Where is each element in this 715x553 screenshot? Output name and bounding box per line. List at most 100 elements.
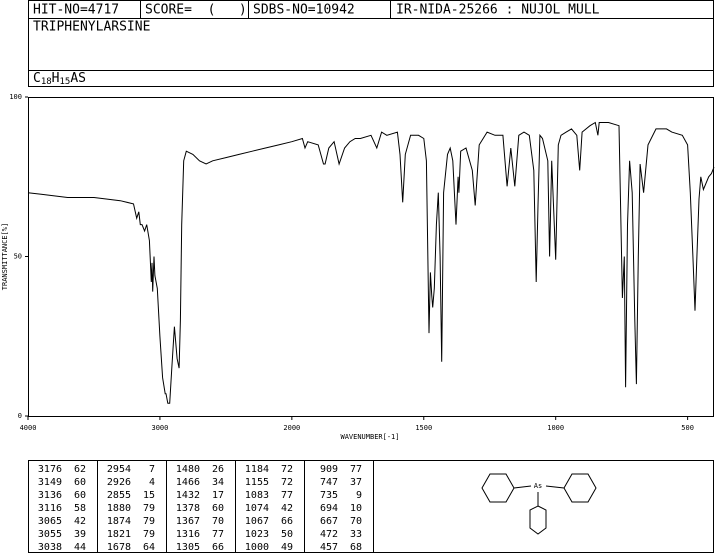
- peak-wavenumber: 1083: [245, 490, 269, 501]
- bond: [545, 485, 565, 489]
- peak-wavenumber: 1874: [107, 516, 131, 527]
- peak-transmittance: 50: [281, 529, 293, 540]
- peak-transmittance: 72: [281, 464, 293, 475]
- peak-wavenumber: 1880: [107, 503, 131, 514]
- peak-wavenumber: 3149: [38, 477, 62, 488]
- formula-part: 15: [60, 77, 71, 87]
- formula-part: 18: [41, 77, 52, 87]
- peak-wavenumber: 1067: [245, 516, 269, 527]
- y-tick-label: 100: [9, 93, 22, 101]
- peak-wavenumber: 1378: [176, 503, 200, 514]
- peak-wavenumber: 1000: [245, 542, 269, 553]
- peak-wavenumber: 1305: [176, 542, 200, 553]
- x-tick-label: 1500: [415, 424, 432, 432]
- peak-transmittance: 42: [74, 516, 86, 527]
- peak-transmittance: 77: [281, 490, 293, 501]
- peak-wavenumber: 1155: [245, 477, 269, 488]
- peak-wavenumber: 1432: [176, 490, 200, 501]
- hit-no: HIT-NO=4717: [33, 3, 119, 18]
- peak-transmittance: 15: [143, 490, 155, 501]
- peak-transmittance: 70: [350, 516, 362, 527]
- peak-wavenumber: 1367: [176, 516, 200, 527]
- header-box: [28, 0, 714, 87]
- x-tick-label: 4000: [20, 424, 37, 432]
- peak-transmittance: 17: [212, 490, 224, 501]
- peak-transmittance: 33: [350, 529, 362, 540]
- peak-wavenumber: 1184: [245, 464, 269, 475]
- peak-transmittance: 77: [350, 464, 362, 475]
- peak-transmittance: 7: [149, 464, 155, 475]
- table-box: [28, 460, 714, 553]
- peak-transmittance: 4: [149, 477, 155, 488]
- peak-transmittance: 79: [143, 529, 155, 540]
- peak-transmittance: 42: [281, 503, 293, 514]
- formula: C18H15AS: [33, 71, 86, 87]
- ring: [481, 473, 515, 503]
- peak-transmittance: 64: [143, 542, 155, 553]
- formula-part: AS: [70, 71, 86, 86]
- peak-transmittance: 60: [74, 490, 86, 501]
- peak-wavenumber: 1480: [176, 464, 200, 475]
- compound-name: TRIPHENYLARSINE: [33, 20, 150, 35]
- peak-wavenumber: 3136: [38, 490, 62, 501]
- peak-transmittance: 72: [281, 477, 293, 488]
- bond: [513, 485, 532, 489]
- peak-wavenumber: 694: [320, 503, 338, 514]
- peak-transmittance: 68: [350, 542, 362, 553]
- plot-frame: [28, 97, 714, 417]
- peak-transmittance: 9: [356, 490, 362, 501]
- peak-transmittance: 60: [212, 503, 224, 514]
- peak-transmittance: 79: [143, 503, 155, 514]
- peak-transmittance: 66: [281, 516, 293, 527]
- peak-transmittance: 58: [74, 503, 86, 514]
- y-axis-label: TRANSMITTANCE[%]: [1, 223, 9, 290]
- peak-wavenumber: 667: [320, 516, 338, 527]
- peak-wavenumber: 3065: [38, 516, 62, 527]
- peak-wavenumber: 2926: [107, 477, 131, 488]
- peak-wavenumber: 1466: [176, 477, 200, 488]
- peak-wavenumber: 1678: [107, 542, 131, 553]
- peak-wavenumber: 1316: [176, 529, 200, 540]
- x-axis-label: WAVENUMBER[-1]: [340, 433, 399, 441]
- peak-wavenumber: 2855: [107, 490, 131, 501]
- peak-transmittance: 10: [350, 503, 362, 514]
- structure-label: As: [534, 482, 542, 490]
- ring: [563, 473, 597, 503]
- peak-transmittance: 34: [212, 477, 224, 488]
- peak-transmittance: 62: [74, 464, 86, 475]
- peak-transmittance: 79: [143, 516, 155, 527]
- peak-wavenumber: 909: [320, 464, 338, 475]
- peak-transmittance: 70: [212, 516, 224, 527]
- peak-transmittance: 26: [212, 464, 224, 475]
- peak-transmittance: 44: [74, 542, 86, 553]
- peak-transmittance: 77: [212, 529, 224, 540]
- peak-wavenumber: 1074: [245, 503, 269, 514]
- x-tick-label: 2000: [283, 424, 300, 432]
- peak-transmittance: 60: [74, 477, 86, 488]
- peak-transmittance: 66: [212, 542, 224, 553]
- peak-wavenumber: 3116: [38, 503, 62, 514]
- x-tick-label: 1000: [547, 424, 564, 432]
- x-tick-label: 3000: [151, 424, 168, 432]
- sdbs-no: SDBS-NO=10942: [253, 3, 355, 18]
- peak-wavenumber: 1821: [107, 529, 131, 540]
- peak-wavenumber: 1023: [245, 529, 269, 540]
- peak-transmittance: 37: [350, 477, 362, 488]
- peak-wavenumber: 747: [320, 477, 338, 488]
- peak-transmittance: 49: [281, 542, 293, 553]
- ring: [529, 505, 547, 535]
- structure: [481, 473, 597, 535]
- method: IR-NIDA-25266 : NUJOL MULL: [396, 3, 600, 18]
- peak-wavenumber: 3055: [38, 529, 62, 540]
- y-tick-label: 0: [18, 412, 22, 420]
- y-tick-label: 50: [14, 253, 22, 261]
- peak-transmittance: 39: [74, 529, 86, 540]
- formula-part: C: [33, 71, 41, 86]
- peak-wavenumber: 735: [320, 490, 338, 501]
- peak-wavenumber: 2954: [107, 464, 131, 475]
- x-tick-label: 500: [681, 424, 694, 432]
- peak-wavenumber: 3038: [38, 542, 62, 553]
- peak-wavenumber: 3176: [38, 464, 62, 475]
- peak-wavenumber: 472: [320, 529, 338, 540]
